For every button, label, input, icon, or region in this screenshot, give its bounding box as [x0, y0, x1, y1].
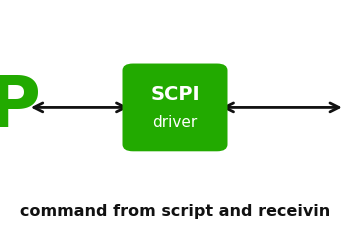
- FancyBboxPatch shape: [122, 64, 228, 151]
- Text: SCPI: SCPI: [150, 85, 200, 104]
- Text: command from script and receivin: command from script and receivin: [20, 204, 330, 219]
- Text: driver: driver: [152, 115, 198, 130]
- Text: P: P: [0, 73, 41, 142]
